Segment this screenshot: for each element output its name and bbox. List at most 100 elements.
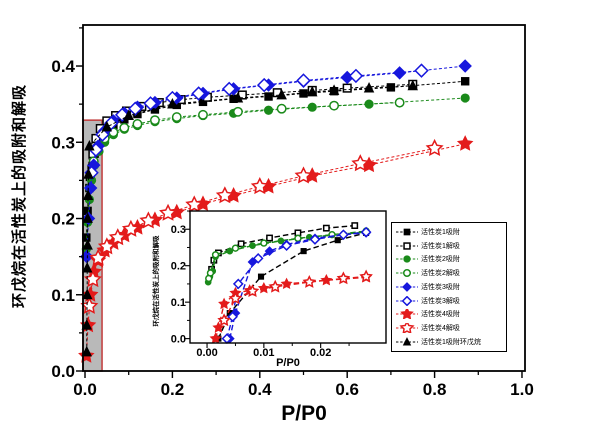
- diamond-marker: [458, 59, 472, 73]
- series-inset-ac3-desorption-points: [221, 226, 372, 344]
- star-marker: [359, 269, 373, 283]
- series-inset-ac3-desorption: [221, 226, 372, 344]
- diamond-marker: [360, 226, 372, 238]
- main-y-tick-label: 0.0: [51, 362, 75, 381]
- square-marker: [334, 237, 341, 244]
- main-x-tick-label: 0.8: [423, 380, 447, 399]
- diamond-marker: [95, 127, 110, 142]
- circle-marker: [276, 103, 287, 114]
- series-ac1-cyclopentane-adsorption: [81, 79, 418, 357]
- star-marker: [218, 297, 231, 310]
- circle-marker: [171, 112, 182, 123]
- triangle-marker: [83, 168, 94, 179]
- ac3-desorption-legend-marker-icon: [396, 295, 418, 306]
- legend-item-ac4-desorption: 活性炭4解吸: [395, 322, 503, 334]
- circle-marker: [260, 239, 268, 247]
- circle-marker: [211, 251, 220, 259]
- circle-marker: [198, 109, 208, 120]
- star-marker: [215, 186, 234, 204]
- circle-marker: [206, 269, 215, 277]
- star-marker: [400, 309, 414, 320]
- ac3-adsorption-legend-marker-icon: [396, 282, 418, 292]
- diamond-marker: [191, 86, 206, 101]
- star-marker: [268, 279, 282, 293]
- series-ac4-desorption: [80, 138, 444, 314]
- legend-item-ac1-cyclopentane-adsorption: 活性炭1吸附环戊烷: [395, 336, 503, 348]
- main-x-tick-label: 0.0: [73, 380, 97, 399]
- inset-y-tick-label: 0.3: [171, 224, 186, 236]
- x-axis-title: P/P0: [281, 402, 327, 425]
- inset-x-tick-label: 0.02: [310, 347, 331, 359]
- square-marker: [237, 240, 245, 248]
- legend-item-label: 活性炭1吸附: [421, 228, 460, 236]
- triangle-marker: [81, 288, 93, 300]
- square-marker: [403, 241, 411, 250]
- legend-item-label: 活性炭2吸附: [421, 256, 460, 264]
- star-marker: [425, 138, 444, 156]
- star-marker: [209, 332, 222, 344]
- star-marker: [250, 177, 269, 195]
- legend-item-label: 活性炭4吸附: [421, 311, 460, 319]
- diamond-marker: [114, 107, 130, 123]
- circle-marker: [403, 255, 411, 264]
- star-marker: [212, 321, 225, 333]
- triangle-marker: [167, 98, 178, 109]
- series-ac2-adsorption-line: [85, 97, 466, 250]
- legend-item-label: 活性炭1吸附环戊烷: [421, 339, 481, 346]
- legend-item-ac4-adsorption: 活性炭4吸附: [395, 308, 503, 320]
- circle-marker: [119, 122, 130, 133]
- legend-item-ac3-adsorption: 活性炭3吸附: [395, 281, 503, 293]
- ac4-desorption-legend-marker-icon: [396, 323, 418, 334]
- triangle-marker: [328, 84, 340, 95]
- diamond-marker: [296, 73, 311, 88]
- legend-item-ac1-desorption: 活性炭1解吸: [395, 240, 503, 252]
- star-marker: [185, 195, 204, 213]
- circle-marker: [231, 244, 240, 252]
- inset-y-tick-label: 0.1: [171, 297, 186, 309]
- diamond-marker: [227, 311, 238, 323]
- series-inset-ac4-desorption: [217, 269, 373, 327]
- series-inset-ac4-desorption-points: [217, 269, 373, 327]
- diamond-marker: [256, 77, 272, 93]
- legend-item-label: 活性炭3解吸: [421, 297, 460, 305]
- triangle-marker: [82, 189, 94, 201]
- star-marker: [159, 203, 178, 221]
- ac1-cyclopentane-adsorption-legend-marker-icon: [396, 337, 418, 346]
- ac1-desorption-legend-marker-icon: [396, 241, 418, 250]
- square-marker: [351, 222, 359, 229]
- circle-marker: [263, 105, 274, 115]
- diamond-marker: [309, 234, 321, 245]
- star-marker: [139, 211, 158, 229]
- triangle-marker: [84, 139, 95, 151]
- square-marker: [403, 228, 411, 236]
- square-marker: [460, 77, 470, 86]
- series-ac1-cyclopentane-adsorption-points: [81, 79, 418, 357]
- inset-y-tick-label: 0.0: [171, 334, 186, 346]
- diamond-marker: [83, 181, 98, 195]
- star-marker: [351, 154, 370, 172]
- star-marker: [302, 274, 317, 288]
- triangle-marker: [407, 79, 418, 91]
- y-axis-title: 环戊烷在活性炭上的吸附和解吸: [11, 84, 28, 309]
- square-marker: [300, 248, 307, 255]
- star-marker: [336, 271, 351, 285]
- triangle-marker: [306, 85, 318, 97]
- circle-marker: [394, 97, 405, 108]
- circle-marker: [460, 93, 470, 103]
- circle-marker: [402, 269, 412, 278]
- diamond-marker: [221, 81, 237, 97]
- inset-frame: [189, 210, 387, 344]
- diamond-marker: [401, 295, 413, 306]
- circle-marker: [132, 119, 143, 129]
- legend: 活性炭1吸附 活性炭1解吸 活性炭2吸附 活性炭2解吸 活性炭3吸附 活性炭3解吸 活性炭4…: [391, 222, 507, 352]
- legend-item-label: 活性炭1解吸: [421, 242, 460, 250]
- triangle-marker: [82, 239, 93, 250]
- ac4-adsorption-legend-marker-icon: [396, 309, 418, 320]
- diamond-marker: [414, 63, 429, 78]
- circle-marker: [294, 234, 302, 243]
- inset-axes: 0.00 0.01 0.02 0.0 0.1 0.2 0.3: [171, 210, 387, 359]
- diamond-marker: [392, 66, 407, 80]
- legend-item-ac1-adsorption: 活性炭1吸附: [395, 226, 503, 238]
